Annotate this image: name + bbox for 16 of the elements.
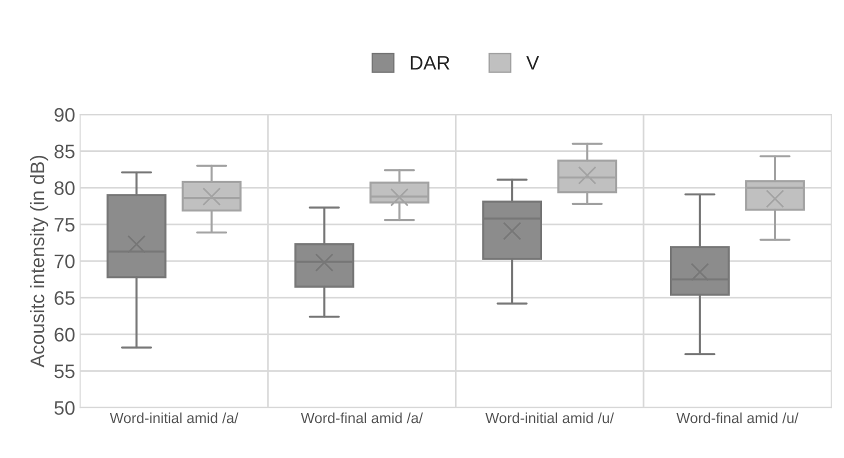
- y-tick-label: 90: [54, 108, 75, 122]
- y-tick-label: 80: [54, 181, 75, 196]
- y-tick-label: 50: [54, 401, 75, 415]
- y-tick-label: 55: [54, 364, 75, 378]
- x-tick-label: Word-final amid /a/: [300, 412, 423, 424]
- x-tick-label: Word-initial amid /u/: [485, 412, 614, 424]
- legend-label: DAR: [410, 56, 450, 70]
- legend-label: V: [526, 56, 540, 70]
- y-tick-label: 85: [54, 144, 75, 158]
- y-tick-label: 60: [54, 328, 75, 342]
- x-tick-label: Word-final amid /u/: [676, 412, 799, 424]
- y-axis-title: Acousitc intensity (in dB): [30, 156, 48, 368]
- y-tick-label: 70: [54, 254, 75, 268]
- y-tick-label: 65: [54, 291, 75, 305]
- x-tick-label: Word-initial amid /a/: [110, 412, 238, 424]
- y-tick-label: 75: [54, 218, 75, 232]
